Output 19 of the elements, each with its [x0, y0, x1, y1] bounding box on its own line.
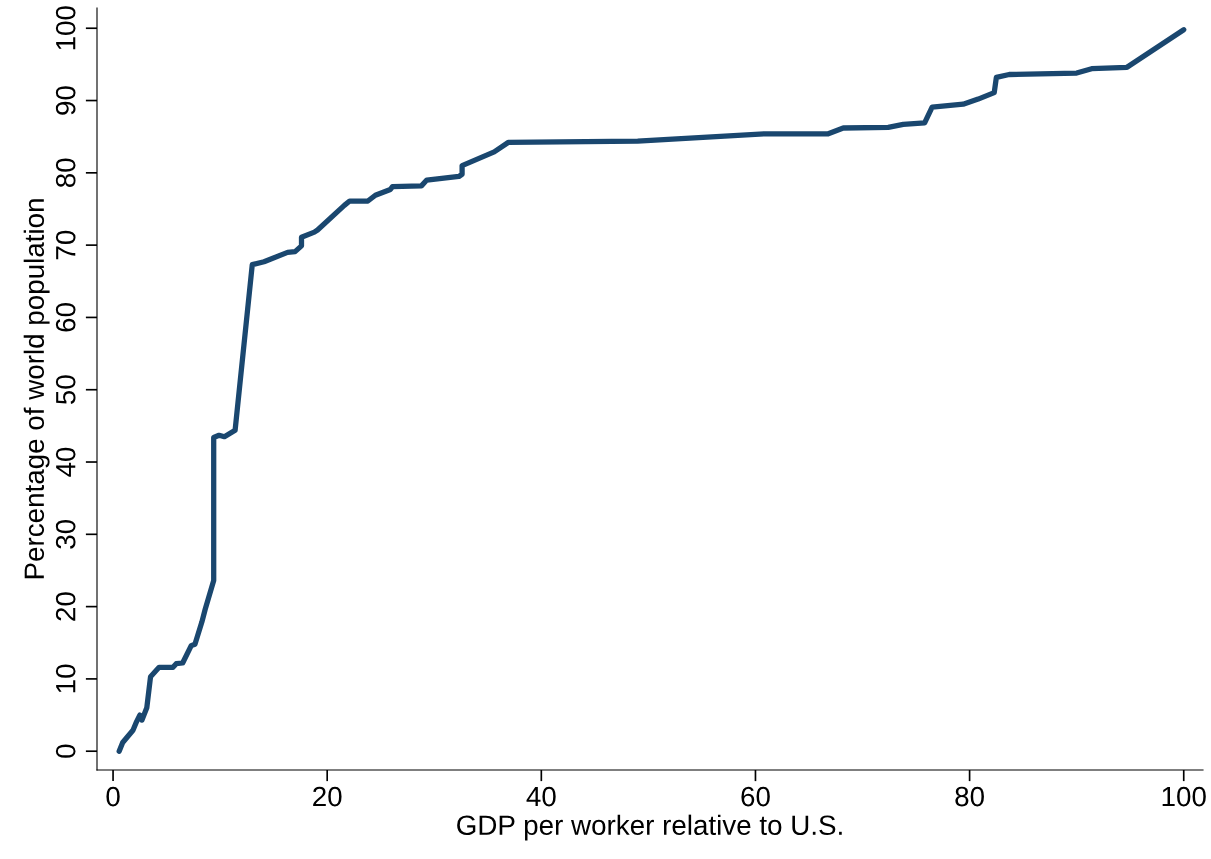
- y-tick-label: 80: [55, 158, 76, 188]
- y-tick-label: 50: [55, 375, 76, 405]
- y-tick-label: 100: [55, 6, 76, 50]
- y-tick-label: 0: [55, 744, 76, 758]
- x-axis-title: GDP per worker relative to U.S.: [457, 814, 842, 841]
- y-tick-label: 10: [55, 664, 76, 693]
- y-tick-label: 60: [55, 303, 76, 332]
- x-tick-label: 100: [1162, 786, 1206, 807]
- y-tick-label: 70: [55, 230, 76, 260]
- y-tick-label: 40: [55, 447, 76, 477]
- y-tick-label: 90: [55, 86, 76, 115]
- x-tick-label: 0: [106, 786, 120, 807]
- x-tick-label: 80: [955, 786, 984, 807]
- x-tick-label: 40: [526, 786, 556, 807]
- y-tick-label: 30: [55, 519, 76, 549]
- y-tick-label: 20: [55, 592, 76, 621]
- x-tick-label: 20: [313, 786, 342, 807]
- y-axis-title: Percentage of world population: [23, 199, 50, 579]
- x-tick-label: 60: [741, 786, 770, 807]
